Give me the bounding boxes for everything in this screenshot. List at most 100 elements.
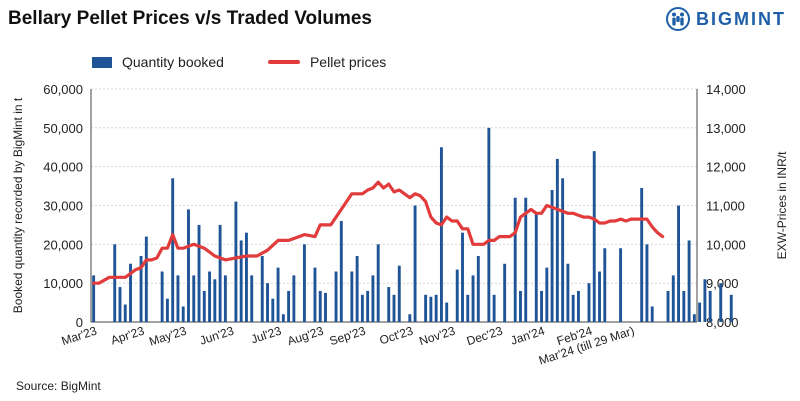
bar — [302, 244, 306, 322]
bar — [123, 304, 127, 322]
y2-tick-label: 12,000 — [706, 160, 746, 175]
bar — [703, 279, 707, 322]
bar — [692, 314, 696, 322]
bar — [476, 255, 480, 322]
y2-tick-label: 14,000 — [706, 82, 746, 97]
bar — [181, 306, 185, 322]
bar — [218, 224, 222, 322]
bar — [139, 255, 143, 322]
bar — [334, 271, 338, 322]
bar — [571, 294, 575, 322]
y2-tick-label: 9,000 — [706, 276, 739, 291]
bar — [250, 275, 254, 322]
bar — [387, 287, 391, 322]
x-tick-label: Jun'23 — [198, 323, 236, 347]
bar — [144, 236, 148, 322]
source-note: Source: BigMint — [16, 379, 101, 393]
bar — [271, 298, 275, 322]
bar — [598, 271, 601, 322]
bar — [540, 290, 543, 322]
bar — [550, 189, 554, 322]
bar — [708, 290, 712, 322]
bar — [376, 244, 380, 322]
brand-logo: BIGMINT — [666, 7, 786, 31]
bar — [339, 221, 343, 322]
x-tick-label: May'23 — [147, 323, 188, 348]
bar — [503, 263, 507, 322]
x-tick-label: Jul'23 — [249, 323, 283, 346]
bar — [729, 294, 733, 322]
bar — [576, 290, 580, 322]
bar — [281, 314, 285, 322]
x-tick-label: Nov'23 — [417, 323, 457, 348]
y2-axis-title: EXW-Prices in INR/t — [775, 151, 789, 259]
legend-swatch-line — [267, 60, 300, 64]
bar — [350, 271, 354, 322]
bar — [487, 127, 491, 322]
bar — [360, 294, 364, 322]
bar — [366, 290, 370, 322]
x-tick-label: Oct'23 — [378, 323, 415, 347]
y-tick-label: 0 — [76, 315, 83, 330]
y-tick-label: 40,000 — [43, 160, 83, 175]
chart-legend: Quantity booked Pellet prices — [92, 54, 430, 70]
bar — [171, 178, 175, 322]
y-tick-label: 20,000 — [43, 237, 83, 252]
x-tick-label: Jan'24 — [509, 323, 547, 347]
legend-swatch-bar — [92, 56, 112, 68]
bar — [413, 205, 417, 322]
y2-tick-label: 11,000 — [706, 199, 745, 214]
bar — [524, 197, 528, 322]
bar — [292, 275, 296, 322]
bar — [645, 244, 649, 322]
bar — [677, 205, 681, 322]
bar — [202, 290, 206, 322]
bar — [619, 248, 623, 322]
bar — [266, 283, 269, 322]
bar — [187, 209, 190, 322]
bar — [719, 283, 723, 322]
bar — [424, 294, 428, 322]
bar — [650, 306, 654, 322]
bar — [276, 267, 280, 322]
legend-label-price: Pellet prices — [309, 54, 387, 70]
legend-item-price: Pellet prices — [267, 54, 387, 70]
x-tick-label: Sep'23 — [328, 323, 368, 348]
bar — [408, 314, 412, 322]
y-tick-label: 30,000 — [43, 199, 83, 214]
bar — [192, 275, 196, 322]
bar — [392, 294, 396, 322]
brand-name: BIGMINT — [696, 8, 786, 29]
bar — [592, 151, 596, 322]
bar — [461, 232, 464, 322]
bar — [666, 290, 670, 322]
price-line — [92, 180, 665, 285]
legend-label-quantity: Quantity booked — [122, 54, 224, 70]
bar — [324, 292, 327, 322]
bar — [555, 158, 559, 322]
bigmint-logo-icon — [666, 7, 690, 31]
bar — [682, 290, 686, 322]
bar — [687, 240, 691, 322]
bar — [313, 267, 317, 322]
bar — [466, 294, 470, 322]
bar — [197, 224, 201, 322]
y2-tick-label: 10,000 — [706, 237, 746, 252]
y-tick-label: 60,000 — [43, 82, 83, 97]
bar — [355, 255, 359, 322]
bar — [534, 213, 538, 322]
bar — [165, 298, 169, 322]
chart-title: Bellary Pellet Prices v/s Traded Volumes — [8, 8, 372, 29]
x-tick-label: Apr'23 — [109, 323, 146, 347]
bar — [213, 279, 217, 322]
bar — [513, 197, 517, 322]
bar — [471, 275, 475, 322]
bar — [434, 294, 438, 322]
bar — [671, 275, 675, 322]
y-tick-label: 10,000 — [43, 276, 83, 291]
bar — [176, 275, 180, 322]
legend-item-quantity: Quantity booked — [92, 54, 224, 70]
bar — [118, 287, 122, 322]
y2-tick-label: 13,000 — [706, 121, 746, 136]
